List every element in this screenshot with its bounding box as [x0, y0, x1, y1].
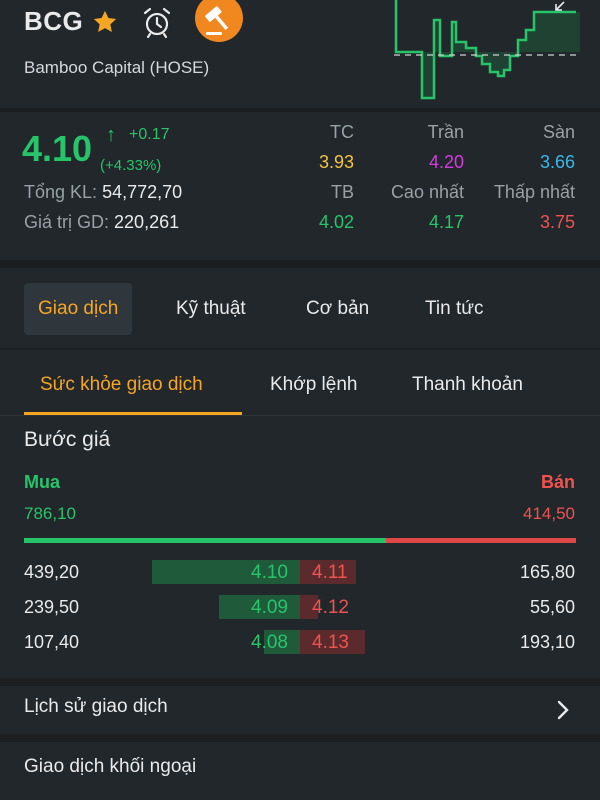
ref-value: 3.93 — [318, 152, 354, 172]
last-price: 4.10 — [22, 128, 93, 169]
sell-total: 414,50 — [523, 504, 575, 523]
trade-value-label: Giá trị GD: — [24, 212, 110, 232]
bid-depth-bar — [264, 630, 300, 654]
ask-price[interactable]: 4.11 — [312, 562, 348, 583]
alarm-clock-icon[interactable] — [141, 5, 173, 39]
stock-header: BCG Bamboo Capital (HOSE) — [0, 0, 600, 108]
ceiling-label: Trần — [427, 122, 464, 142]
active-tab-underline — [24, 412, 242, 415]
bid-depth-bar — [152, 560, 300, 584]
auction-hammer-icon[interactable] — [194, 0, 244, 44]
arrow-up-icon: ↑ — [106, 124, 116, 146]
bid-price[interactable]: 4.10 — [251, 562, 288, 583]
low-label: Thấp nhất — [493, 182, 575, 202]
low-value: 3.75 — [539, 212, 575, 232]
sell-label: Bán — [540, 472, 575, 492]
order-row: 239,50 4.09 4.12 55,60 — [0, 593, 600, 623]
ask-quantity: 193,10 — [519, 632, 575, 652]
tab-ky-thuat[interactable]: Kỹ thuật — [176, 298, 246, 319]
avg-label: TB — [330, 182, 354, 202]
bid-quantity: 107,40 — [24, 632, 80, 652]
subtab-khop-lenh[interactable]: Khớp lệnh — [270, 374, 358, 395]
bid-depth-bar — [219, 595, 300, 619]
buy-label: Mua — [24, 472, 60, 492]
buy-ratio-fill — [24, 538, 386, 543]
stock-symbol: BCG — [24, 6, 84, 36]
tab-giao-dich[interactable]: Giao dịch — [24, 283, 133, 335]
intraday-mini-chart[interactable] — [394, 0, 580, 104]
sub-tabs: Sức khỏe giao dịch Khớp lệnh Thanh khoản — [0, 350, 600, 416]
total-volume-label: Tổng KL: — [24, 182, 98, 202]
order-row: 107,40 4.08 4.13 193,10 — [0, 628, 600, 658]
high-label: Cao nhất — [390, 182, 464, 202]
price-change-percent: (+4.33%) — [100, 157, 162, 174]
buy-total: 786,10 — [24, 504, 76, 523]
chevron-right-icon — [557, 700, 569, 720]
order-row: 439,20 4.10 4.11 165,80 — [0, 558, 600, 588]
total-volume-value: 54,772,70 — [102, 182, 183, 202]
high-value: 4.17 — [428, 212, 464, 232]
total-volume: Tổng KL: 54,772,70 — [24, 182, 182, 203]
ask-quantity: 165,80 — [519, 562, 575, 582]
subtab-suc-khoe[interactable]: Sức khỏe giao dịch — [40, 374, 203, 395]
avg-value: 4.02 — [318, 212, 354, 232]
order-book-title: Bước giá — [24, 428, 111, 451]
bid-price[interactable]: 4.08 — [251, 632, 288, 653]
ask-depth-bar — [300, 630, 365, 654]
ask-price[interactable]: 4.13 — [312, 632, 349, 653]
ref-label: TC — [330, 122, 354, 142]
bid-quantity: 239,50 — [24, 597, 80, 617]
main-tabs: Giao dịch Kỹ thuật Cơ bản Tin tức — [0, 268, 600, 348]
floor-value: 3.66 — [539, 152, 575, 172]
price-summary: 4.10 ↑ +0.17 (+4.33%) Tổng KL: 54,772,70… — [0, 112, 600, 260]
buy-sell-ratio-bar — [24, 538, 576, 543]
trade-value-value: 220,261 — [114, 212, 180, 232]
tab-tin-tuc[interactable]: Tin tức — [425, 298, 484, 319]
ask-quantity: 55,60 — [529, 597, 575, 617]
floor-label: Sàn — [542, 122, 575, 142]
foreign-trading-label: Giao dịch khối ngoại — [24, 756, 197, 777]
ask-depth-bar — [300, 595, 318, 619]
foreign-trading-section: Giao dịch khối ngoại — [0, 742, 600, 800]
price-change: +0.17 — [129, 126, 170, 143]
bid-quantity: 439,20 — [24, 562, 80, 582]
subtab-thanh-khoan[interactable]: Thanh khoản — [412, 374, 523, 395]
trading-history-label: Lịch sử giao dịch — [24, 696, 168, 717]
star-icon[interactable] — [91, 8, 119, 36]
company-name: Bamboo Capital (HOSE) — [24, 58, 210, 77]
ceiling-value: 4.20 — [428, 152, 464, 172]
ask-price[interactable]: 4.12 — [312, 597, 349, 618]
ask-depth-bar — [300, 560, 356, 584]
trade-value: Giá trị GD: 220,261 — [24, 212, 179, 233]
trading-history-link[interactable]: Lịch sử giao dịch — [0, 686, 600, 734]
order-book: Bước giá Mua Bán 786,10 414,50 439,20 4.… — [0, 416, 600, 678]
tab-co-ban[interactable]: Cơ bản — [306, 298, 370, 319]
bid-price[interactable]: 4.09 — [251, 597, 288, 618]
